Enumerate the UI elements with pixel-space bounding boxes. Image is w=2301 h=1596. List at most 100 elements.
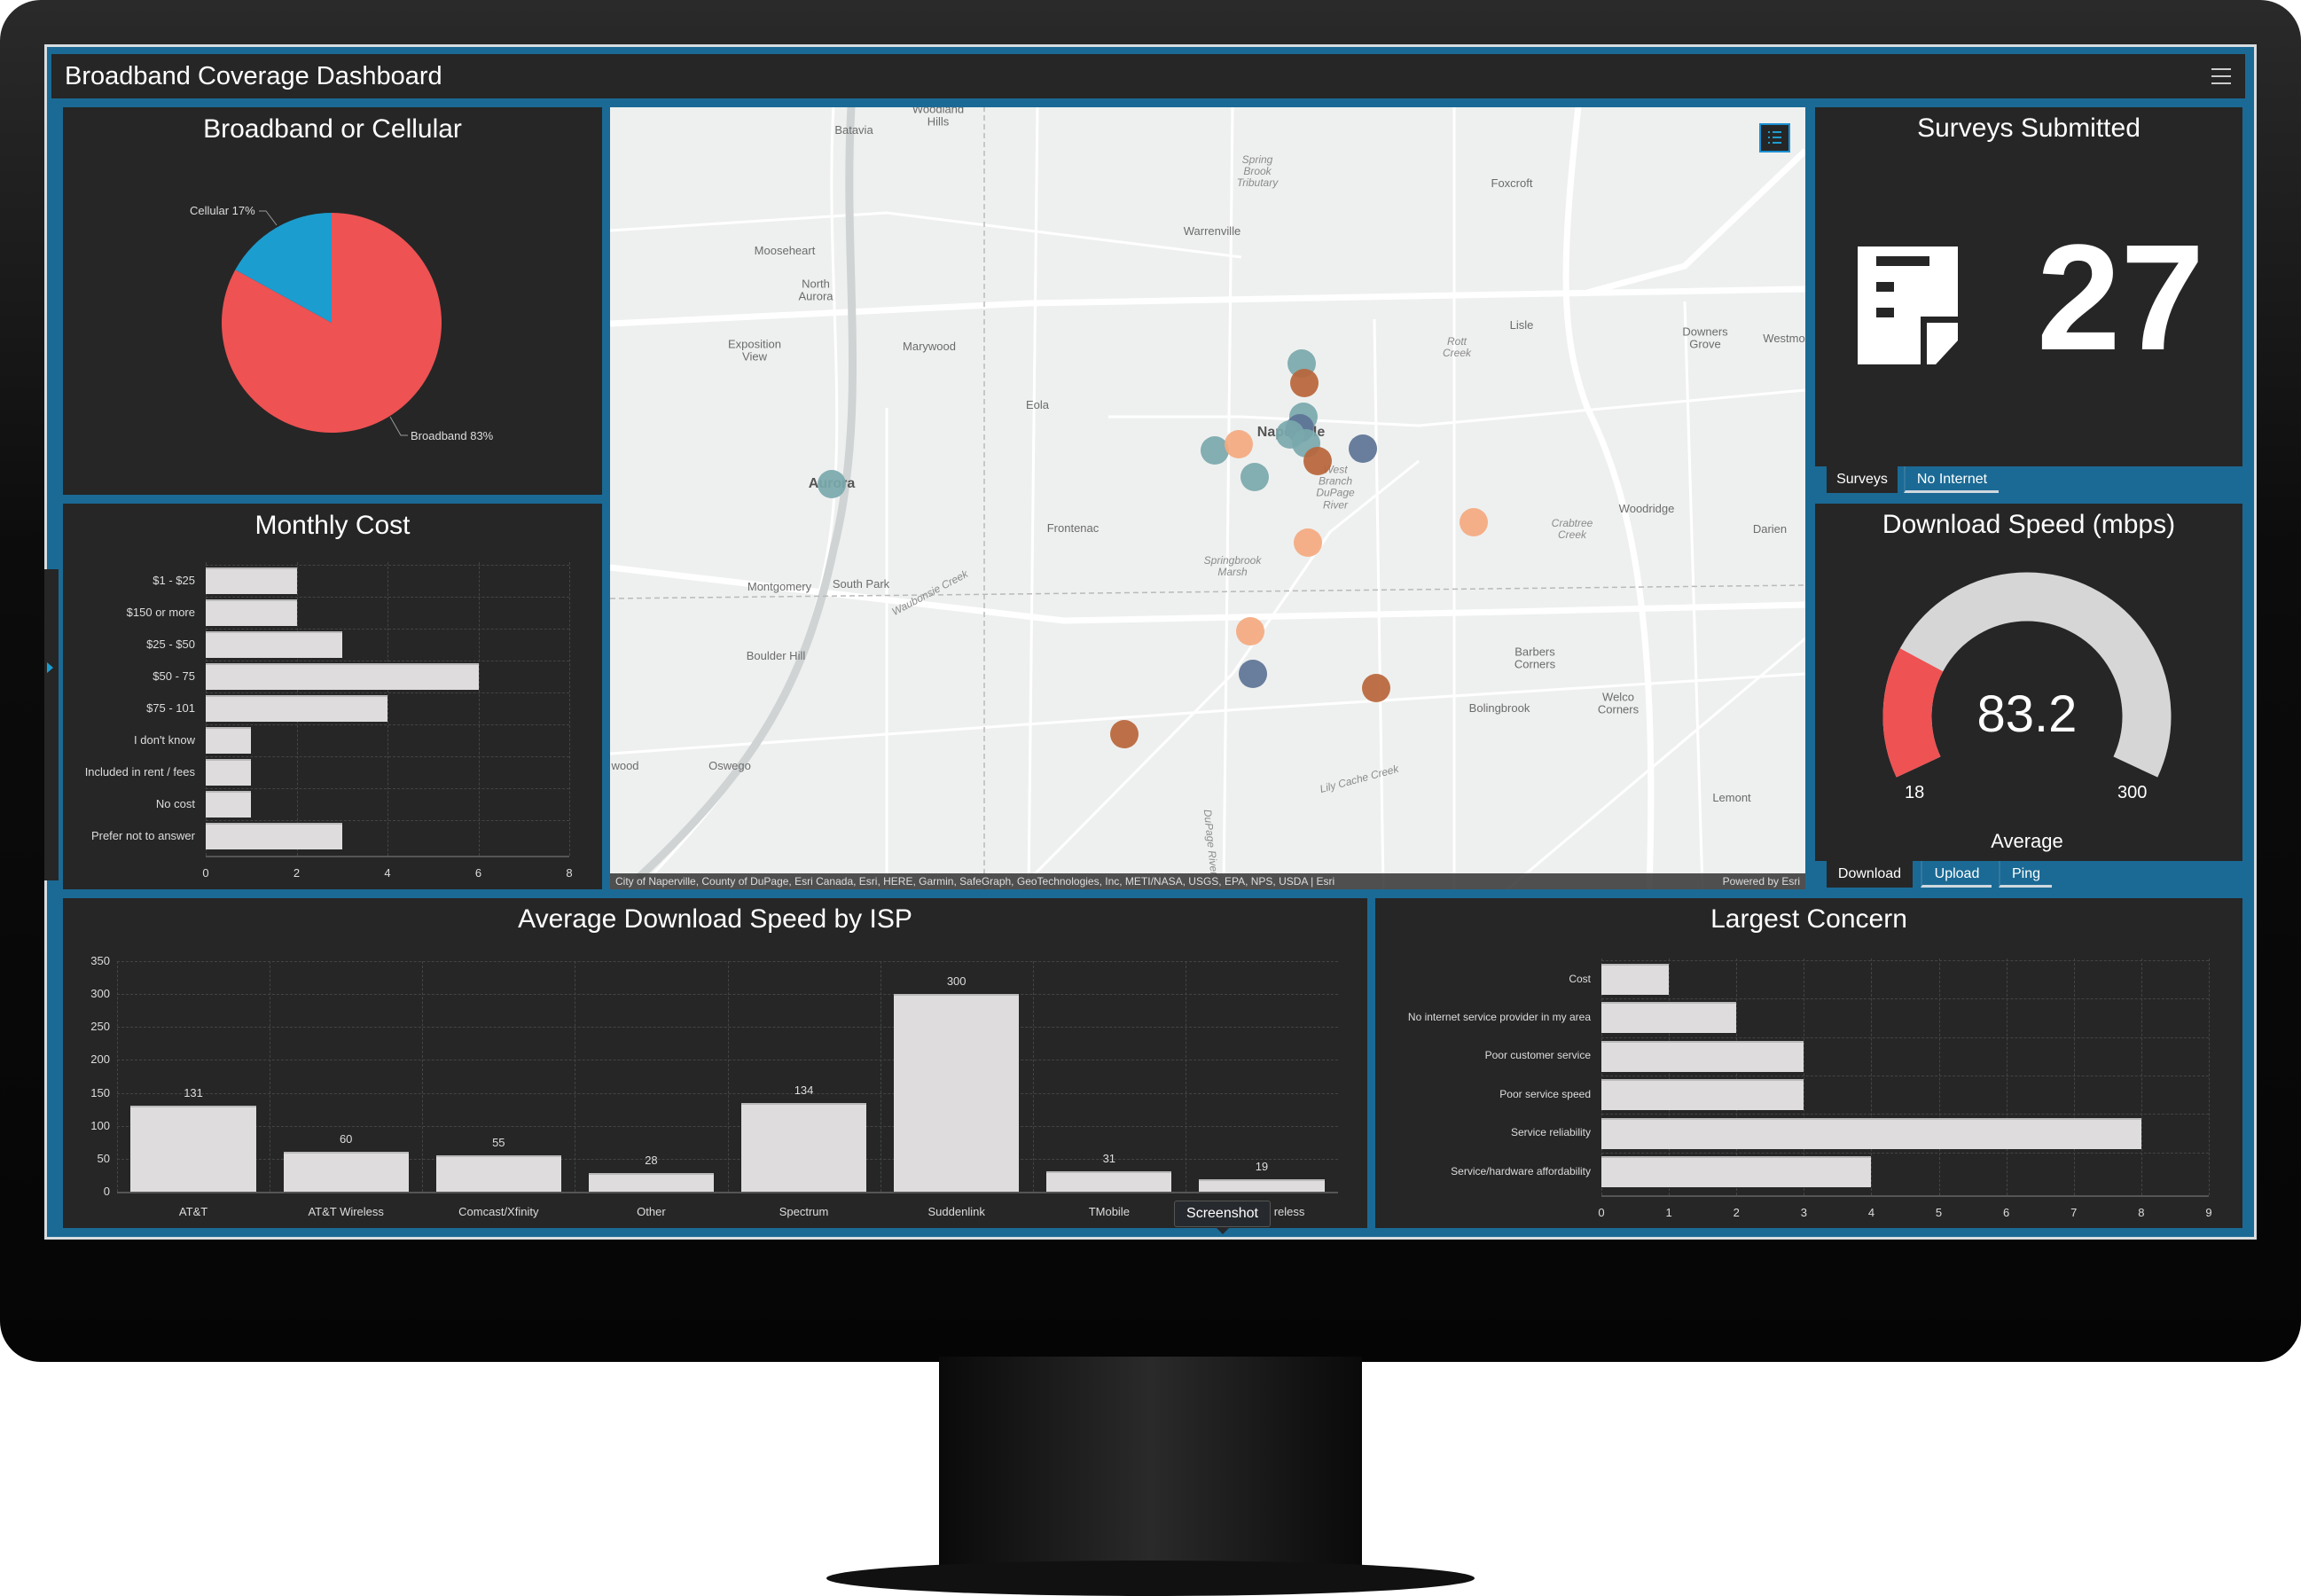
tab-upload[interactable]: Upload: [1921, 861, 1992, 888]
bar: [206, 759, 252, 786]
gauge-min: 18: [1905, 783, 1925, 802]
dashboard-header: Broadband Coverage Dashboard: [51, 54, 2245, 98]
map-label: Boulder Hill: [746, 648, 806, 662]
x-tick-label: 7: [2070, 1206, 2078, 1219]
grid-line: [1601, 1037, 2209, 1038]
dashboard-title: Broadband Coverage Dashboard: [65, 62, 442, 90]
data-label: 134: [794, 1084, 814, 1098]
grid-line: [1601, 998, 2209, 1000]
y-tick-label: Cost: [1569, 972, 1591, 985]
y-tick-label: 200: [90, 1052, 110, 1067]
x-tick-label: AT&T: [178, 1205, 208, 1218]
grid-line: [206, 788, 569, 789]
x-tick-label: 6: [2003, 1206, 2010, 1219]
bar: [740, 1103, 867, 1192]
survey-point[interactable]: [1460, 508, 1488, 536]
powered-by-esri-link[interactable]: Powered by Esri: [1722, 875, 1800, 888]
survey-point[interactable]: [1290, 369, 1319, 397]
pie-label-cellular: Cellular 17%: [190, 204, 255, 217]
survey-point[interactable]: [1362, 674, 1390, 702]
y-tick-label: Prefer not to answer: [90, 829, 195, 842]
monitor-stand: [939, 1357, 1362, 1569]
tab-no-internet[interactable]: No Internet: [1904, 466, 1999, 493]
bar: [283, 1152, 409, 1192]
map-label: Barbers Corners: [1514, 645, 1556, 671]
data-label: 31: [1102, 1151, 1116, 1165]
bar: [206, 599, 297, 626]
y-tick-label: 0: [103, 1185, 110, 1198]
survey-point[interactable]: [1110, 720, 1139, 748]
y-tick-label: Service reliability: [1510, 1126, 1591, 1139]
map-view[interactable]: Batavia Woodland Hills Foxcroft Warrenvi…: [610, 107, 1805, 889]
map-label: Woodland Hills: [912, 107, 965, 129]
grid-line: [1601, 1114, 2209, 1115]
map-label: Lemont: [1712, 790, 1751, 804]
x-tick-label: 2: [1733, 1206, 1740, 1219]
bar: [206, 823, 342, 849]
screenshot-tooltip: Screenshot: [1174, 1201, 1271, 1234]
survey-point[interactable]: [1303, 447, 1332, 475]
bar: [1601, 1156, 1872, 1187]
x-tick-label: 9: [2205, 1206, 2212, 1219]
bar: [1046, 1170, 1172, 1192]
bar: [1199, 1178, 1325, 1192]
map-label: North Aurora: [798, 277, 834, 303]
grid-line: [1871, 958, 1873, 1195]
bar: [1601, 1117, 2141, 1149]
tab-download[interactable]: Download: [1827, 861, 1913, 888]
x-tick-label: Spectrum: [779, 1205, 829, 1218]
grid-line: [569, 562, 570, 856]
map-label: wood: [611, 758, 639, 772]
map-water-label: Springbrook Marsh: [1203, 553, 1262, 578]
survey-point[interactable]: [1236, 617, 1264, 645]
surveys-count: 27: [2037, 214, 2205, 382]
grid-line: [206, 597, 569, 598]
survey-point[interactable]: [1225, 430, 1253, 458]
data-label: 28: [645, 1154, 658, 1168]
tab-ping[interactable]: Ping: [1999, 861, 2052, 888]
x-tick-label: 6: [474, 866, 482, 880]
y-tick-label: Poor service speed: [1499, 1087, 1591, 1100]
map-label: Exposition View: [728, 337, 781, 364]
y-tick-label: $75 - 101: [146, 701, 195, 715]
y-tick-label: $25 - $50: [146, 638, 195, 651]
side-panel-toggle[interactable]: [44, 569, 59, 880]
panel-title: Average Download Speed by ISP: [518, 904, 912, 934]
survey-point[interactable]: [1239, 660, 1267, 688]
map-label: Warrenville: [1183, 223, 1241, 238]
x-tick-label: 4: [1867, 1206, 1875, 1219]
grid-line: [727, 961, 729, 1192]
y-tick-label: No internet service provider in my area: [1407, 1010, 1591, 1023]
grid-line: [880, 961, 881, 1192]
grid-line: [1938, 958, 1940, 1195]
tab-surveys[interactable]: Surveys: [1827, 466, 1898, 493]
survey-point[interactable]: [1201, 436, 1229, 465]
gauge-max: 300: [2117, 783, 2148, 802]
y-tick-label: 150: [90, 1085, 110, 1099]
x-tick-label: 8: [566, 866, 573, 880]
gauge: [1882, 572, 2172, 778]
bar: [206, 791, 252, 818]
map-label: Foxcroft: [1491, 176, 1533, 190]
x-tick-label: 1: [1665, 1206, 1672, 1219]
map-label: Marywood: [903, 339, 956, 353]
surveys-indicator-panel: Surveys Submitted 27: [1815, 107, 2242, 466]
data-label: 19: [1255, 1159, 1269, 1173]
x-tick-label: AT&T Wireless: [308, 1205, 384, 1218]
hamburger-menu-icon[interactable]: [2211, 68, 2231, 84]
data-label: 55: [492, 1136, 505, 1150]
attribution-text: City of Naperville, County of DuPage, Es…: [615, 875, 1335, 888]
legend-button[interactable]: [1759, 123, 1790, 153]
survey-point[interactable]: [818, 470, 846, 498]
gauge-fill: [1882, 648, 1944, 778]
bar: [1601, 1079, 1804, 1111]
grid-line: [1601, 958, 1602, 1195]
survey-point[interactable]: [1241, 463, 1269, 491]
x-tick-label: 3: [1800, 1206, 1807, 1219]
legend-list-icon: [1768, 131, 1781, 144]
grid-line: [1736, 958, 1738, 1195]
bar: [1601, 964, 1670, 995]
panel-title: Monthly Cost: [254, 511, 411, 540]
survey-point[interactable]: [1349, 434, 1377, 463]
survey-point[interactable]: [1294, 528, 1322, 557]
